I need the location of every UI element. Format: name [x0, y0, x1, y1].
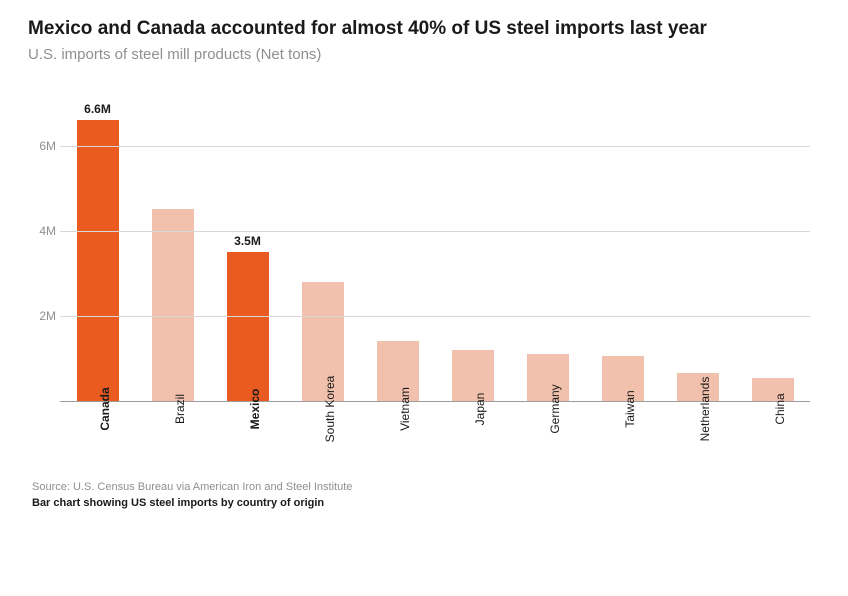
gridline: [60, 146, 810, 147]
source-text: Source: U.S. Census Bureau via American …: [32, 481, 820, 493]
caption-text: Bar chart showing US steel imports by co…: [32, 497, 820, 509]
y-axis-label: 4M: [28, 224, 56, 238]
x-label-slot: Netherlands: [660, 403, 735, 471]
x-axis-label: Japan: [473, 393, 487, 426]
bar-slot: [435, 103, 510, 401]
chart-title: Mexico and Canada accounted for almost 4…: [28, 18, 820, 40]
y-axis-label: 6M: [28, 139, 56, 153]
x-axis-label: China: [773, 393, 787, 424]
bar-slot: 6.6M: [60, 103, 135, 401]
plot-area: 6.6M3.5M 2M4M6M: [60, 103, 810, 401]
bar-slot: [285, 103, 360, 401]
gridline: [60, 316, 810, 317]
bar-canada: 6.6M: [77, 120, 119, 401]
x-axis-label: Netherlands: [698, 377, 712, 442]
x-label-slot: Mexico: [210, 403, 285, 471]
y-axis-label: 2M: [28, 309, 56, 323]
x-axis-label: Taiwan: [623, 390, 637, 427]
bar-brazil: [152, 209, 194, 401]
x-label-slot: Canada: [60, 403, 135, 471]
x-axis-label: Mexico: [248, 389, 262, 430]
bar-slot: [360, 103, 435, 401]
chart-footer: Source: U.S. Census Bureau via American …: [32, 481, 820, 509]
bar-slot: [660, 103, 735, 401]
chart-subtitle: U.S. imports of steel mill products (Net…: [28, 46, 820, 63]
x-label-slot: China: [735, 403, 810, 471]
x-label-slot: Taiwan: [585, 403, 660, 471]
x-axis-label: Vietnam: [398, 387, 412, 431]
x-axis-label: Germany: [548, 384, 562, 433]
bar-slot: [735, 103, 810, 401]
bar-slot: [585, 103, 660, 401]
x-label-slot: South Korea: [285, 403, 360, 471]
x-axis-label: Brazil: [173, 394, 187, 424]
bars-container: 6.6M 3.5M: [60, 103, 810, 401]
x-label-slot: Brazil: [135, 403, 210, 471]
bar-value-label: 3.5M: [234, 234, 261, 248]
chart-area: 6.6M3.5M 2M4M6M CanadaBrazilMexicoSouth …: [60, 81, 810, 471]
bar-slot: 3.5M: [210, 103, 285, 401]
x-label-slot: Vietnam: [360, 403, 435, 471]
bar-value-label: 6.6M: [84, 102, 111, 116]
x-label-slot: Germany: [510, 403, 585, 471]
x-label-slot: Japan: [435, 403, 510, 471]
gridline: [60, 231, 810, 232]
x-axis-label: South Korea: [323, 376, 337, 443]
bar-slot: [510, 103, 585, 401]
bar-slot: [135, 103, 210, 401]
x-axis-labels: CanadaBrazilMexicoSouth KoreaVietnamJapa…: [60, 403, 810, 471]
bar-mexico: 3.5M: [227, 252, 269, 401]
x-axis-label: Canada: [98, 387, 112, 430]
